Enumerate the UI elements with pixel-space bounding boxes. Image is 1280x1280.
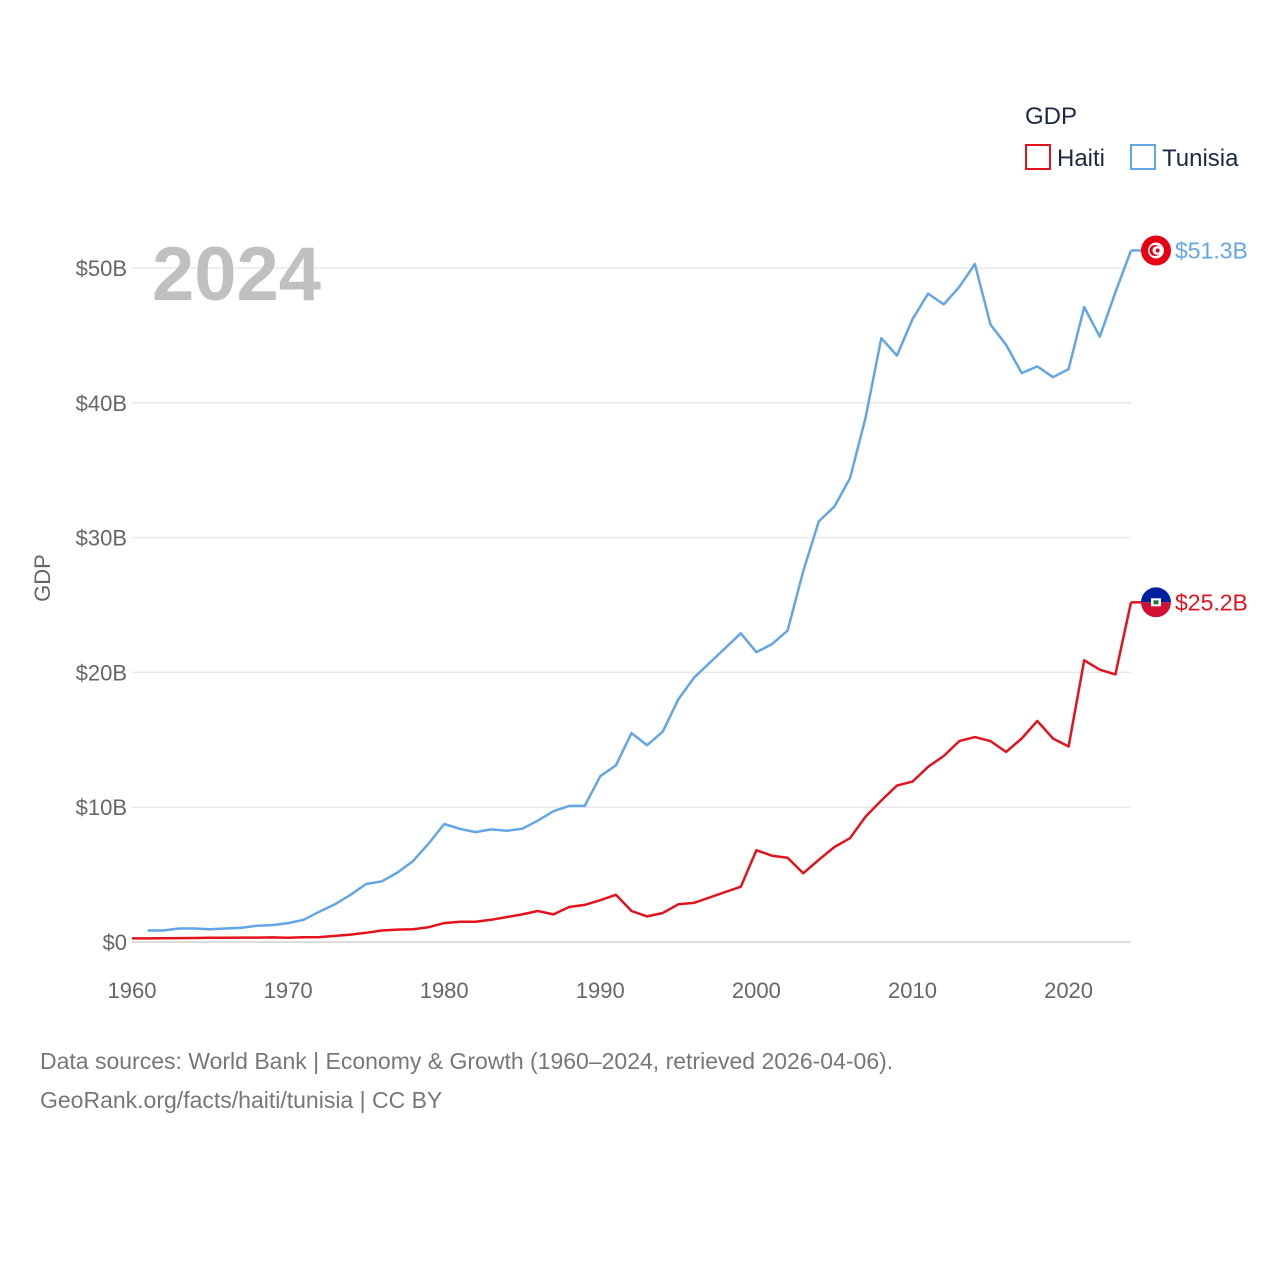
- end-value-label-tunisia: $51.3B: [1175, 237, 1248, 263]
- y-tick-label: $50B: [76, 256, 127, 281]
- x-tick-label: 2010: [888, 978, 937, 1003]
- x-tick-label: 1960: [108, 978, 157, 1003]
- x-tick-label: 1980: [420, 978, 469, 1003]
- footer-attribution: GeoRank.org/facts/haiti/tunisia | CC BY: [40, 1087, 443, 1113]
- legend-swatch-tunisia: [1130, 144, 1156, 170]
- legend-label-haiti: Haiti: [1057, 145, 1105, 172]
- series-lines: [132, 249, 1142, 940]
- y-tick-label: $30B: [76, 526, 127, 551]
- year-label: 2024: [152, 232, 321, 317]
- series-line-tunisia: [147, 250, 1133, 932]
- x-tick-label: 2020: [1044, 978, 1093, 1003]
- series-line-haiti: [132, 602, 1133, 940]
- y-tick-label: $20B: [76, 660, 127, 685]
- x-tick-label: 1970: [264, 978, 313, 1003]
- legend-label-tunisia: Tunisia: [1162, 145, 1239, 172]
- x-tick-label: 1990: [576, 978, 625, 1003]
- y-axis-title: GDP: [30, 554, 55, 602]
- y-axis-ticks: $0 $10B $20B $30B $40B $50B: [76, 256, 127, 955]
- legend-swatch-haiti: [1025, 144, 1051, 170]
- footer: Data sources: World Bank | Economy & Gro…: [40, 1042, 893, 1120]
- footer-sources: Data sources: World Bank | Economy & Gro…: [40, 1048, 894, 1074]
- legend-title: GDP: [1025, 103, 1077, 130]
- x-axis-ticks: 1960 1970 1980 1990 2000 2010 2020: [108, 978, 1094, 1003]
- gridlines: [132, 267, 1131, 943]
- haiti-flag-icon: [1141, 587, 1171, 618]
- end-value-label-haiti: $25.2B: [1175, 589, 1248, 615]
- legend: GDP Haiti Tunisia: [1025, 103, 1239, 172]
- y-tick-label: $10B: [76, 795, 127, 820]
- y-tick-label: $0: [103, 930, 127, 955]
- y-tick-label: $40B: [76, 391, 127, 416]
- tunisia-flag-icon: [1141, 235, 1171, 266]
- end-markers: $25.2B $51.3B: [1141, 235, 1248, 618]
- x-tick-label: 2000: [732, 978, 781, 1003]
- gdp-line-chart: $0 $10B $20B $30B $40B $50B 1960 1970 1980 1990 2…: [30, 103, 1248, 1003]
